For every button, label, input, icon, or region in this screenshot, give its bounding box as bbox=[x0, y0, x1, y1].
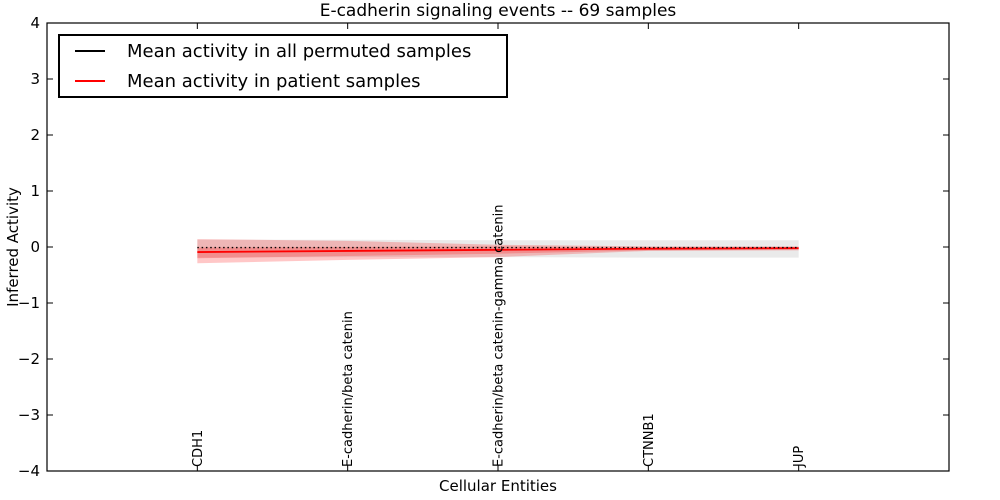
x-axis-label: Cellular Entities bbox=[439, 477, 557, 495]
y-tick-label: 2 bbox=[30, 126, 40, 144]
mean-line-patient bbox=[197, 247, 799, 253]
legend-label-permuted: Mean activity in all permuted samples bbox=[127, 40, 472, 62]
y-tick-label: −3 bbox=[18, 406, 40, 424]
y-tick-label: −4 bbox=[18, 462, 40, 480]
legend-item-patient: Mean activity in patient samples bbox=[60, 66, 506, 96]
x-tick-label: E-cadherin/beta catenin-gamma catenin bbox=[492, 205, 507, 467]
legend-label-patient: Mean activity in patient samples bbox=[127, 70, 421, 92]
y-tick-label: 4 bbox=[30, 14, 40, 32]
legend: Mean activity in all permuted samples Me… bbox=[58, 34, 508, 98]
band-series1-0 bbox=[197, 239, 799, 264]
legend-line-sample-black bbox=[75, 50, 105, 52]
y-tick-label: −2 bbox=[18, 350, 40, 368]
y-tick-label: 3 bbox=[30, 70, 40, 88]
chart-title: E-cadherin signaling events -- 69 sample… bbox=[319, 1, 677, 21]
x-tick-label: E-cadherin/beta catenin bbox=[341, 311, 356, 467]
y-tick-label: 1 bbox=[30, 182, 40, 200]
x-tick-label: CDH1 bbox=[191, 430, 206, 467]
x-tick-label: JUP bbox=[792, 446, 807, 468]
legend-item-permuted: Mean activity in all permuted samples bbox=[60, 36, 506, 66]
x-tick-label: CTNNB1 bbox=[642, 413, 657, 467]
legend-line-sample-red bbox=[75, 80, 105, 82]
band-series0-0 bbox=[197, 239, 799, 258]
y-tick-label: −1 bbox=[18, 294, 40, 312]
y-axis-label: Inferred Activity bbox=[4, 187, 22, 307]
y-tick-label: 0 bbox=[30, 238, 40, 256]
